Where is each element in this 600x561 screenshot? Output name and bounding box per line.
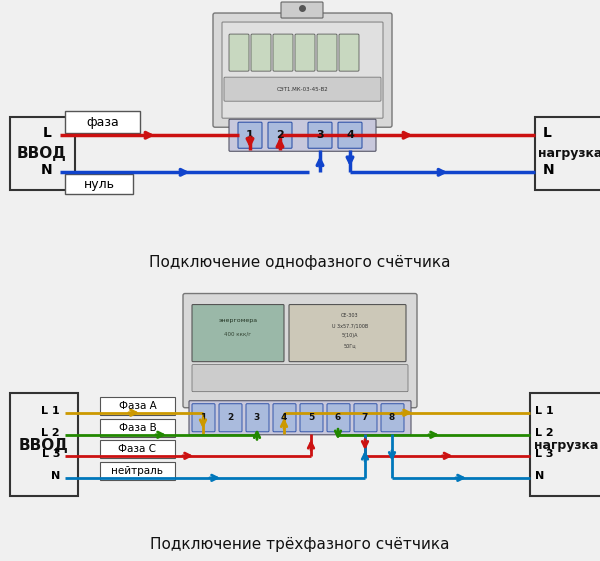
- FancyBboxPatch shape: [339, 34, 359, 71]
- FancyBboxPatch shape: [229, 34, 249, 71]
- FancyBboxPatch shape: [65, 174, 133, 194]
- FancyBboxPatch shape: [238, 122, 262, 148]
- Text: 5(10)А: 5(10)А: [342, 333, 358, 338]
- FancyBboxPatch shape: [327, 404, 350, 432]
- FancyBboxPatch shape: [530, 393, 600, 496]
- FancyBboxPatch shape: [268, 122, 292, 148]
- Text: нуль: нуль: [83, 178, 115, 191]
- Text: U 3x57.7/100В: U 3x57.7/100В: [332, 323, 368, 328]
- Text: Фаза А: Фаза А: [119, 401, 157, 411]
- FancyBboxPatch shape: [100, 462, 175, 480]
- Text: Подключение однофазного счётчика: Подключение однофазного счётчика: [149, 255, 451, 270]
- Text: 1: 1: [200, 413, 206, 422]
- FancyBboxPatch shape: [273, 34, 293, 71]
- FancyBboxPatch shape: [183, 293, 417, 408]
- Text: 1: 1: [246, 130, 254, 140]
- FancyBboxPatch shape: [338, 122, 362, 148]
- Text: L 2: L 2: [535, 428, 554, 438]
- FancyBboxPatch shape: [100, 440, 175, 458]
- Text: ВВОД: ВВОД: [19, 438, 69, 453]
- FancyBboxPatch shape: [251, 34, 271, 71]
- Text: L 3: L 3: [535, 449, 554, 459]
- Text: Фаза С: Фаза С: [119, 444, 157, 454]
- FancyBboxPatch shape: [224, 77, 381, 101]
- FancyBboxPatch shape: [381, 404, 404, 432]
- FancyBboxPatch shape: [229, 119, 376, 151]
- Text: 5: 5: [308, 413, 314, 422]
- Text: 7: 7: [362, 413, 368, 422]
- Text: нагрузка: нагрузка: [538, 148, 600, 160]
- FancyBboxPatch shape: [213, 13, 392, 127]
- FancyBboxPatch shape: [100, 419, 175, 437]
- Text: ВВОД: ВВОД: [17, 146, 67, 161]
- Text: L 1: L 1: [41, 406, 60, 416]
- FancyBboxPatch shape: [246, 404, 269, 432]
- FancyBboxPatch shape: [295, 34, 315, 71]
- Text: СЭТ1.МК-03-45-В2: СЭТ1.МК-03-45-В2: [277, 86, 328, 91]
- Text: L: L: [43, 126, 52, 140]
- Text: 400 ккк/г: 400 ккк/г: [224, 331, 251, 336]
- FancyBboxPatch shape: [10, 117, 75, 190]
- Text: L: L: [543, 126, 552, 140]
- Text: 3: 3: [254, 413, 260, 422]
- Text: L 3: L 3: [41, 449, 60, 459]
- Text: 8: 8: [389, 413, 395, 422]
- Text: 3: 3: [316, 130, 324, 140]
- Text: 4: 4: [281, 413, 287, 422]
- FancyBboxPatch shape: [192, 365, 408, 392]
- FancyBboxPatch shape: [192, 404, 215, 432]
- Text: 2: 2: [227, 413, 233, 422]
- FancyBboxPatch shape: [189, 401, 411, 435]
- FancyBboxPatch shape: [317, 34, 337, 71]
- FancyBboxPatch shape: [222, 22, 383, 118]
- Text: L 2: L 2: [41, 428, 60, 438]
- FancyBboxPatch shape: [308, 122, 332, 148]
- Text: N: N: [543, 163, 554, 177]
- FancyBboxPatch shape: [273, 404, 296, 432]
- FancyBboxPatch shape: [281, 2, 323, 18]
- Text: 6: 6: [335, 413, 341, 422]
- Text: 2: 2: [276, 130, 284, 140]
- Text: 50Гц: 50Гц: [344, 343, 356, 348]
- FancyBboxPatch shape: [289, 305, 406, 362]
- FancyBboxPatch shape: [10, 393, 78, 496]
- Text: нейтраль: нейтраль: [112, 466, 163, 476]
- FancyBboxPatch shape: [100, 397, 175, 415]
- Text: Фаза В: Фаза В: [119, 423, 157, 433]
- FancyBboxPatch shape: [535, 117, 600, 190]
- Text: нагрузка: нагрузка: [534, 439, 598, 452]
- Text: 4: 4: [346, 130, 354, 140]
- Text: энергомера: энергомера: [218, 318, 257, 323]
- Text: N: N: [51, 471, 60, 481]
- FancyBboxPatch shape: [300, 404, 323, 432]
- FancyBboxPatch shape: [354, 404, 377, 432]
- Text: Подключение трёхфазного счётчика: Подключение трёхфазного счётчика: [150, 537, 450, 553]
- Text: L 1: L 1: [535, 406, 554, 416]
- FancyBboxPatch shape: [65, 111, 140, 134]
- Text: N: N: [535, 471, 544, 481]
- Text: N: N: [40, 163, 52, 177]
- FancyBboxPatch shape: [192, 305, 284, 362]
- FancyBboxPatch shape: [219, 404, 242, 432]
- Text: фаза: фаза: [86, 116, 119, 128]
- Text: СЕ-303: СЕ-303: [341, 313, 359, 318]
